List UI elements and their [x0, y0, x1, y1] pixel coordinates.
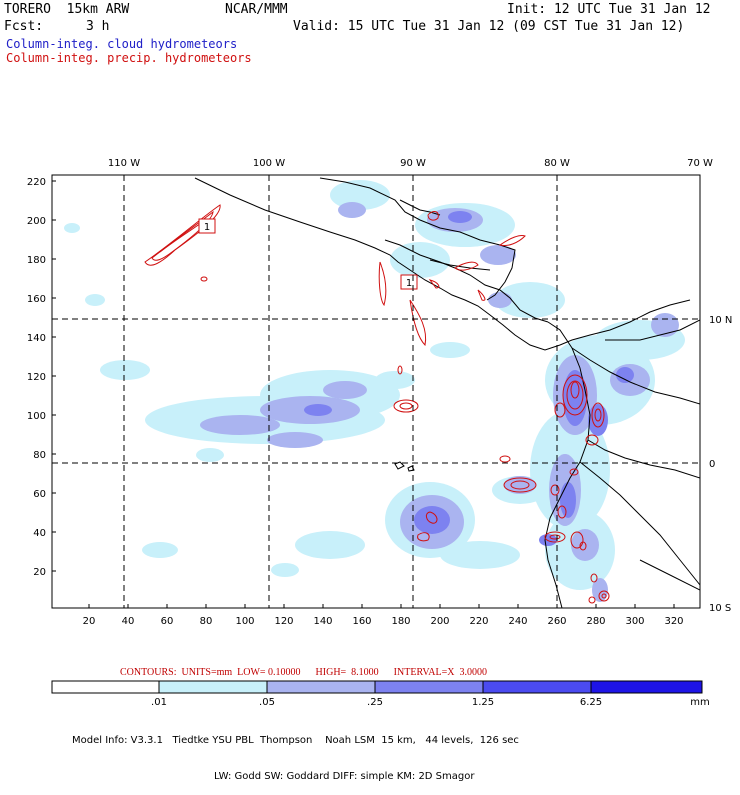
colorbar-level: .25: [367, 697, 383, 708]
cloud-shading-light: [64, 180, 685, 590]
lon-label: 110 W: [108, 158, 140, 169]
field-precip-title: Column-integ. precip. hydrometeors: [6, 51, 252, 65]
colorbar-segment: [483, 681, 591, 693]
y-tick-label: 180: [27, 255, 46, 266]
x-tick-label: 140: [313, 616, 332, 627]
lat-label: 0: [709, 459, 715, 470]
x-tick-labels: 20 40 60 80 100 120 140 160 180 200 220 …: [83, 616, 684, 627]
colorbar-segment: [52, 681, 159, 693]
contour-info: CONTOURS: UNITS=mm LOW= 0.10000 HIGH= 8.…: [120, 667, 487, 678]
y-tick-label: 160: [27, 294, 46, 305]
model-name: TORERO 15km ARW: [4, 2, 130, 17]
y-tick-labels: 20 40 60 80 100 120 140 160 180 200 220: [27, 177, 46, 578]
lon-label: 80 W: [544, 158, 570, 169]
map-plot-area: 1 1: [52, 175, 700, 608]
y-tick-label: 200: [27, 216, 46, 227]
forecast-label: Fcst:: [4, 19, 44, 34]
colorbar-level: 6.25: [580, 697, 602, 708]
x-tick-label: 320: [664, 616, 683, 627]
lon-label: 70 W: [687, 158, 713, 169]
contour-box-2-label: 1: [406, 278, 412, 289]
x-tick-label: 120: [274, 616, 293, 627]
y-tick-label: 220: [27, 177, 46, 188]
x-tick-label: 260: [547, 616, 566, 627]
axis-ticks: [52, 180, 675, 608]
lat-label: 10 S: [709, 603, 731, 614]
lat-label: 10 N: [709, 315, 732, 326]
colorbar-level: .05: [259, 697, 275, 708]
y-tick-label: 100: [27, 411, 46, 422]
model-info-line1: Model Info: V3.3.1 Tiedtke YSU PBL Thomp…: [72, 735, 519, 746]
longitude-labels: 110 W 100 W 90 W 80 W 70 W: [108, 158, 713, 169]
x-tick-label: 60: [161, 616, 174, 627]
latitude-labels: 10 N 0 10 S: [709, 315, 732, 614]
y-tick-label: 60: [33, 489, 46, 500]
x-tick-label: 20: [83, 616, 96, 627]
latlon-grid: [52, 175, 700, 608]
colorbar-segment: [375, 681, 483, 693]
x-tick-label: 160: [352, 616, 371, 627]
colorbar: .01 .05 .25 1.25 6.25 mm: [51, 680, 710, 708]
x-tick-label: 280: [586, 616, 605, 627]
x-tick-label: 80: [200, 616, 213, 627]
colorbar-segment: [591, 681, 702, 693]
model-info: Model Info: V3.3.1 Tiedtke YSU PBL Thomp…: [72, 711, 519, 795]
colorbar-segment: [267, 681, 375, 693]
colorbar-level: 1.25: [472, 697, 494, 708]
map-frame: [51, 174, 701, 609]
y-tick-label: 140: [27, 333, 46, 344]
colorbar-unit: mm: [690, 697, 709, 708]
x-tick-label: 100: [235, 616, 254, 627]
colorbar-level: .01: [151, 697, 167, 708]
forecast-hours: 3 h: [86, 19, 110, 34]
x-tick-label: 240: [508, 616, 527, 627]
y-tick-label: 40: [33, 528, 46, 539]
institution: NCAR/MMM: [225, 2, 288, 17]
contour-box-1-label: 1: [204, 222, 210, 233]
field-cloud-title: Column-integ. cloud hydrometeors: [6, 37, 238, 51]
lon-label: 90 W: [400, 158, 426, 169]
x-tick-label: 220: [469, 616, 488, 627]
colorbar-segment: [159, 681, 267, 693]
contour-box-1: [198, 218, 216, 234]
x-tick-label: 180: [391, 616, 410, 627]
colorbar-frame: [51, 680, 703, 694]
init-time: Init: 12 UTC Tue 31 Jan 12: [507, 2, 711, 17]
x-tick-label: 200: [430, 616, 449, 627]
valid-time: Valid: 15 UTC Tue 31 Jan 12 (09 CST Tue …: [293, 19, 685, 34]
x-tick-label: 40: [122, 616, 135, 627]
x-tick-label: 300: [625, 616, 644, 627]
model-info-line2: LW: Godd SW: Goddard DIFF: simple KM: 2D…: [214, 771, 475, 782]
forecast-map: 1 1 20 40 60: [27, 158, 732, 708]
y-tick-label: 20: [33, 567, 46, 578]
y-tick-label: 120: [27, 372, 46, 383]
lon-label: 100 W: [253, 158, 285, 169]
coastlines: [194, 177, 700, 608]
y-tick-label: 80: [33, 450, 46, 461]
